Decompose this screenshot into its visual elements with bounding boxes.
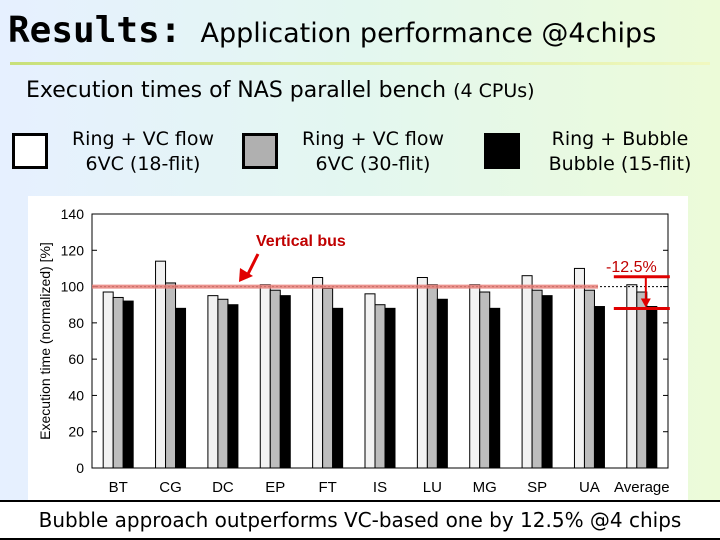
legend-label-vc18: Ring + VC flow 6VC (18-flit)	[58, 127, 228, 177]
chart-area: 0 20 40 60 80 100 120 140 Execution time (normal…	[28, 196, 688, 500]
bar-mg-s1	[469, 284, 481, 469]
title-underline	[10, 62, 710, 65]
subtitle-paren: (4 CPUs)	[453, 80, 535, 102]
x-tick-label: UA	[579, 479, 600, 496]
x-tick-label: MG	[473, 479, 497, 496]
bar-average-s3	[646, 306, 658, 469]
bar-ep-s2	[269, 289, 281, 469]
x-tick-label: EP	[265, 479, 285, 496]
x-tick-label: SP	[527, 479, 547, 496]
x-tick-label: CG	[159, 479, 182, 496]
reduction-annotation: -12.5%	[606, 259, 657, 276]
bar-bt-s1	[102, 291, 114, 469]
legend-swatch-vc18	[12, 133, 48, 169]
bar-is-s1	[364, 293, 376, 469]
bar-average-s1	[626, 284, 638, 469]
bar-lu-s1	[416, 277, 428, 469]
legend-swatch-vc30	[242, 133, 278, 169]
legend-label-vc30-line2: 6VC (30-flit)	[315, 153, 431, 175]
legend-label-vc30-line1: Ring + VC flow	[301, 128, 445, 150]
legend-label-vc30: Ring + VC flow 6VC (30-flit)	[288, 127, 458, 177]
bar-lu-s2	[426, 284, 438, 469]
vertical-bus-arrow-head	[239, 268, 253, 282]
x-tick-label: LU	[423, 479, 442, 496]
x-tick-label: IS	[373, 479, 387, 496]
bar-is-s3	[384, 307, 396, 469]
bar-dc-s3	[227, 304, 239, 469]
vertical-bus-annotation: Vertical bus	[256, 233, 346, 250]
bar-mg-s2	[479, 291, 491, 469]
bar-ep-s1	[259, 284, 271, 469]
bar-sp-s1	[521, 275, 533, 469]
bar-ep-s3	[279, 295, 291, 469]
y-tick-label: 120	[61, 242, 85, 258]
bar-average-s2	[636, 291, 648, 469]
legend-label-bubble: Ring + Bubble Bubble (15-flit)	[530, 127, 710, 177]
legend-label-vc18-line2: 6VC (18-flit)	[85, 153, 201, 175]
bar-sp-s3	[541, 295, 553, 469]
bar-ua-s3	[593, 306, 605, 469]
y-tick-label: 20	[68, 424, 84, 440]
y-tick-label: 40	[68, 387, 84, 403]
slide-title: Results: Application performance @4chips	[8, 10, 656, 51]
bar-ua-s2	[583, 289, 595, 469]
legend-label-bubble-line1: Ring + Bubble	[551, 128, 689, 150]
bar-cg-s1	[155, 260, 167, 469]
bar-lu-s3	[436, 298, 448, 469]
y-tick-label: 80	[68, 315, 84, 331]
y-axis-label: Execution time (normalized) [%]	[37, 242, 53, 440]
title-main: Results:	[8, 10, 182, 51]
y-tick-label: 60	[68, 351, 84, 367]
legend-label-bubble-line2: Bubble (15-flit)	[548, 153, 692, 175]
bar-ft-s1	[312, 277, 324, 469]
bar-ft-s3	[332, 307, 344, 469]
reduction-arrow-head	[640, 298, 651, 308]
bar-cg-s3	[175, 307, 187, 469]
bar-cg-s2	[165, 282, 177, 469]
bar-bt-s3	[122, 300, 134, 469]
bar-sp-s2	[531, 289, 543, 469]
chart-subtitle: Execution times of NAS parallel bench (4…	[26, 78, 535, 103]
x-tick-label: FT	[318, 479, 336, 496]
y-tick-label: 0	[76, 460, 84, 476]
x-tick-label: DC	[212, 479, 234, 496]
bar-ft-s2	[322, 287, 334, 469]
bar-chart: 0 20 40 60 80 100 120 140 Execution time (normal…	[37, 206, 670, 496]
y-tick-label: 140	[61, 206, 85, 222]
x-tick-label: Average	[614, 479, 670, 496]
bar-dc-s2	[217, 298, 229, 469]
bar-is-s2	[374, 304, 386, 469]
subtitle-text: Execution times of NAS parallel bench	[26, 78, 447, 103]
y-tick-label: 100	[61, 279, 85, 295]
bar-dc-s1	[207, 295, 219, 469]
footer-caption: Bubble approach outperforms VC-based one…	[0, 500, 720, 540]
bar-mg-s3	[489, 307, 501, 469]
x-tick-label: BT	[109, 479, 128, 496]
bar-ua-s1	[573, 267, 585, 469]
legend-swatch-bubble	[484, 133, 520, 169]
legend-label-vc18-line1: Ring + VC flow	[71, 128, 215, 150]
bar-bt-s2	[112, 296, 124, 469]
title-sub: Application performance @4chips	[200, 18, 657, 49]
